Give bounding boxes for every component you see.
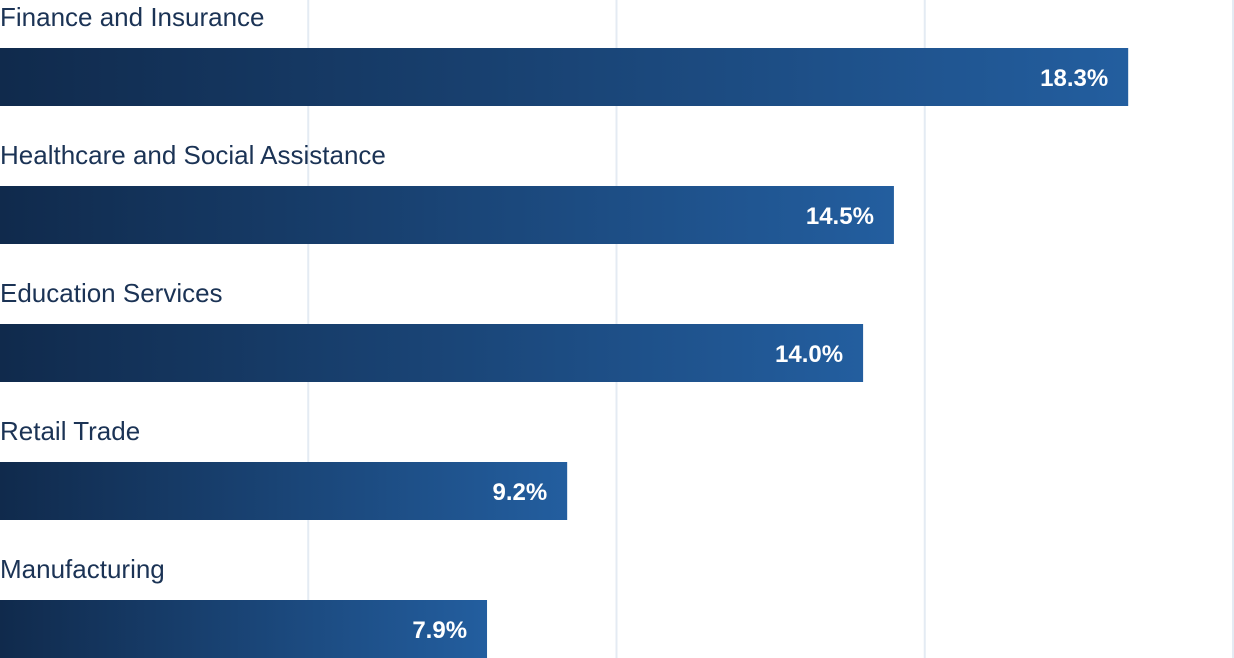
- category-label: Retail Trade: [0, 416, 140, 446]
- bar: [0, 324, 864, 382]
- bar: [0, 186, 894, 244]
- bar: [0, 48, 1129, 106]
- bars: Finance and Insurance 18.3% Healthcare and…: [0, 2, 1129, 658]
- category-label: Healthcare and Social Assistance: [0, 140, 386, 170]
- bar-group: Finance and Insurance 18.3%: [0, 2, 1129, 106]
- value-label: 9.2%: [492, 479, 547, 506]
- value-label: 14.0%: [775, 341, 843, 368]
- bar-group: Retail Trade 9.2%: [0, 416, 568, 520]
- category-label: Finance and Insurance: [0, 2, 265, 32]
- category-label: Education Services: [0, 278, 223, 308]
- bar-group: Education Services 14.0%: [0, 278, 864, 382]
- category-label: Manufacturing: [0, 554, 165, 584]
- value-label: 18.3%: [1040, 65, 1108, 92]
- bar-group: Manufacturing 7.9%: [0, 554, 488, 658]
- value-label: 7.9%: [412, 617, 467, 644]
- bar-group: Healthcare and Social Assistance 14.5%: [0, 140, 894, 244]
- value-label: 14.5%: [806, 203, 874, 230]
- bar: [0, 600, 488, 658]
- bar: [0, 462, 568, 520]
